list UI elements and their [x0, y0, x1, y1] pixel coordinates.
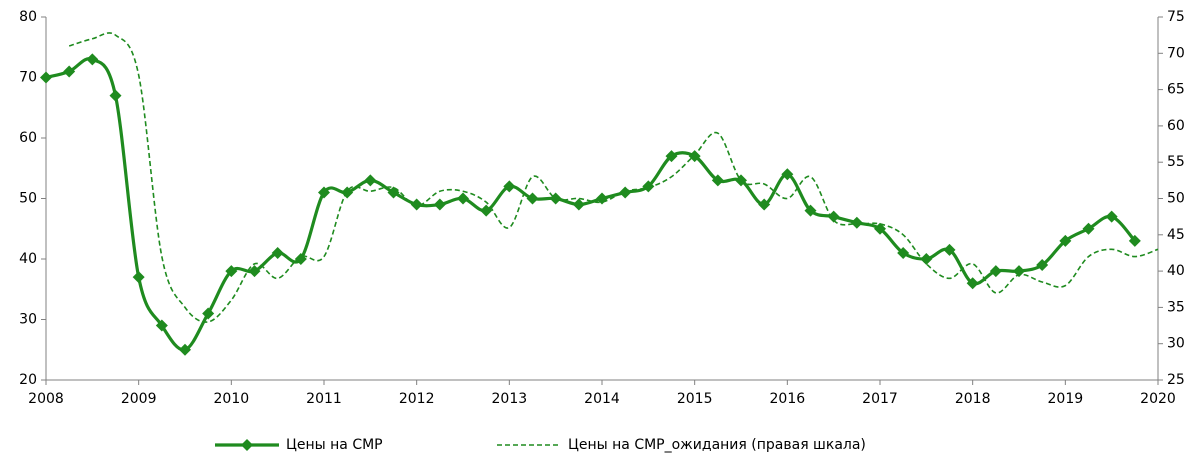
marker — [1128, 234, 1141, 247]
marker — [109, 89, 122, 102]
marker — [989, 265, 1002, 278]
x-tick-label: 2015 — [677, 391, 713, 407]
y2-tick-label: 70 — [1167, 45, 1185, 61]
marker — [202, 307, 215, 320]
legend-marker — [241, 439, 253, 451]
y-tick-label: 20 — [19, 372, 37, 388]
x-tick-label: 2020 — [1140, 391, 1176, 407]
legend-label: Цены на СМР_ожидания (правая шкала) — [568, 437, 866, 453]
legend-label: Цены на СМР — [286, 437, 383, 453]
y-tick-label: 30 — [19, 312, 37, 328]
x-tick-label: 2010 — [214, 391, 250, 407]
y-tick-label: 80 — [19, 9, 37, 25]
marker — [1059, 234, 1072, 247]
x-tick-label: 2013 — [492, 391, 528, 407]
y2-tick-label: 35 — [1167, 299, 1185, 315]
marker — [132, 271, 145, 284]
marker — [804, 204, 817, 217]
marker — [480, 204, 493, 217]
x-tick-label: 2018 — [955, 391, 991, 407]
marker — [966, 277, 979, 290]
marker — [642, 180, 655, 193]
y2-tick-label: 55 — [1167, 154, 1185, 170]
y-tick-label: 70 — [19, 70, 37, 86]
marker — [318, 186, 330, 199]
marker — [155, 319, 168, 332]
y-tick-label: 60 — [19, 130, 37, 146]
y2-tick-label: 30 — [1167, 336, 1185, 352]
series-line — [68, 32, 1159, 323]
marker — [781, 168, 794, 181]
marker — [665, 150, 678, 163]
marker — [619, 186, 632, 199]
marker — [86, 53, 99, 66]
series-line — [45, 57, 1137, 352]
marker — [457, 192, 469, 205]
x-tick-label: 2016 — [770, 391, 806, 407]
y2-tick-label: 45 — [1167, 227, 1185, 243]
marker — [874, 222, 886, 235]
marker — [410, 198, 423, 211]
y2-tick-label: 50 — [1167, 191, 1185, 207]
marker — [433, 198, 446, 211]
marker — [758, 198, 771, 211]
x-tick-label: 2017 — [862, 391, 898, 407]
marker — [225, 265, 238, 278]
marker — [711, 174, 724, 187]
x-tick-label: 2009 — [121, 391, 157, 407]
x-tick-label: 2014 — [584, 391, 620, 407]
marker — [248, 265, 261, 278]
marker — [943, 243, 956, 256]
y-tick-label: 50 — [19, 191, 37, 207]
x-tick-label: 2008 — [28, 391, 64, 407]
y2-tick-label: 25 — [1167, 372, 1185, 388]
marker — [526, 192, 539, 205]
marker — [179, 343, 191, 356]
marker — [1105, 210, 1118, 223]
marker — [920, 253, 933, 265]
marker — [572, 198, 585, 211]
marker — [63, 65, 76, 78]
marker — [827, 210, 840, 223]
marker — [850, 216, 863, 229]
y2-tick-label: 40 — [1167, 263, 1185, 279]
y2-tick-label: 65 — [1167, 82, 1185, 98]
marker — [1082, 222, 1095, 235]
marker — [40, 71, 52, 84]
y-tick-label: 40 — [19, 251, 37, 267]
marker — [271, 246, 284, 259]
marker — [688, 150, 701, 163]
marker — [1013, 265, 1025, 278]
marker — [364, 174, 377, 187]
marker — [897, 246, 910, 259]
marker — [1036, 259, 1049, 272]
x-tick-label: 2012 — [399, 391, 435, 407]
y2-tick-label: 75 — [1167, 9, 1185, 25]
marker — [503, 180, 516, 193]
x-tick-label: 2019 — [1048, 391, 1084, 407]
x-tick-label: 2011 — [306, 391, 342, 407]
y2-tick-label: 60 — [1167, 118, 1185, 134]
